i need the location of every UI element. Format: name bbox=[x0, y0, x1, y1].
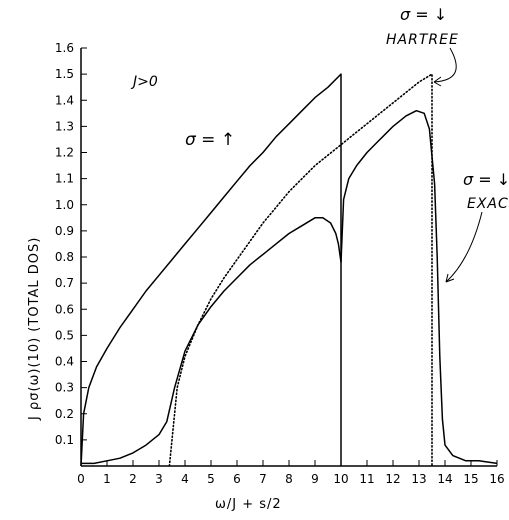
y-tick-label: 1.6 bbox=[55, 41, 74, 55]
hartree-arrowhead bbox=[433, 76, 442, 87]
x-tick-label: 16 bbox=[489, 472, 504, 486]
series-line-2 bbox=[81, 109, 498, 465]
annotation-hartree-label: HARTREE bbox=[386, 32, 459, 48]
x-tick-label: 11 bbox=[359, 472, 374, 486]
y-tick-label: 0.5 bbox=[55, 328, 74, 342]
x-axis-label: ω/J + s/2 bbox=[215, 497, 282, 512]
y-tick-label: 1.5 bbox=[55, 67, 74, 81]
annotation-exact-sigma: σ = ↓ bbox=[463, 170, 509, 189]
y-axis-label: J ρσ(ω)(10) (TOTAL DOS) bbox=[27, 237, 42, 421]
annotation-hartree-sigma: σ = ↓ bbox=[400, 5, 447, 24]
x-tick-label: 12 bbox=[385, 472, 400, 486]
x-tick-label: 0 bbox=[77, 472, 85, 486]
x-tick-label: 10 bbox=[333, 472, 348, 486]
y-tick-label: 0.2 bbox=[55, 407, 74, 421]
x-tick-label: 15 bbox=[463, 472, 478, 486]
x-tick-label: 8 bbox=[285, 472, 293, 486]
x-tick-label: 7 bbox=[259, 472, 267, 486]
y-tick-label: 0.8 bbox=[55, 250, 74, 264]
annotation-condition: J>0 bbox=[130, 74, 158, 90]
y-tick-label: 1.4 bbox=[55, 93, 74, 107]
plot-area: 0 1 2 3 4 5 6 7 8 9 10 11 12 13 14 15 16 0.10.20.30.40.5… bbox=[55, 41, 505, 486]
annotation-sigma-up: σ = ↑ bbox=[185, 130, 235, 150]
series-line-3 bbox=[168, 73, 433, 467]
y-tick-label: 0.9 bbox=[55, 224, 74, 238]
x-tick-label: 13 bbox=[411, 472, 426, 486]
y-tick-label: 1.0 bbox=[55, 198, 74, 212]
series-layer bbox=[80, 73, 498, 467]
exact-arrow bbox=[445, 211, 483, 283]
x-ticks: 0 1 2 3 4 5 6 7 8 9 10 11 12 13 14 15 16 bbox=[77, 460, 505, 486]
x-tick-label: 5 bbox=[207, 472, 215, 486]
y-tick-label: 1.2 bbox=[55, 146, 74, 160]
y-tick-label: 1.1 bbox=[55, 172, 74, 186]
y-tick-label: 0.4 bbox=[55, 355, 74, 369]
y-tick-label: 0.6 bbox=[55, 302, 74, 316]
x-tick-label: 6 bbox=[233, 472, 241, 486]
y-tick-label: 0.1 bbox=[55, 433, 74, 447]
x-tick-label: 2 bbox=[129, 472, 137, 486]
exact-arrowhead bbox=[445, 273, 455, 283]
y-tick-label: 0.7 bbox=[55, 276, 74, 290]
y-tick-label: 0.3 bbox=[55, 381, 74, 395]
annotation-exact-label: EXAC bbox=[467, 196, 509, 212]
x-tick-label: 1 bbox=[103, 472, 111, 486]
x-tick-label: 3 bbox=[155, 472, 163, 486]
x-tick-label: 9 bbox=[311, 472, 319, 486]
y-tick-label: 1.3 bbox=[55, 119, 74, 133]
y-ticks: 0.1 0.2 0.3 0.4 0.5 0.6 0.7 0.8 0.9 1.0 1.1 1.2 1.3 1… bbox=[55, 41, 87, 447]
series-line-1 bbox=[80, 73, 342, 467]
x-tick-label: 14 bbox=[437, 472, 452, 486]
x-tick-label: 4 bbox=[181, 472, 189, 486]
hartree-arrow bbox=[433, 47, 457, 83]
